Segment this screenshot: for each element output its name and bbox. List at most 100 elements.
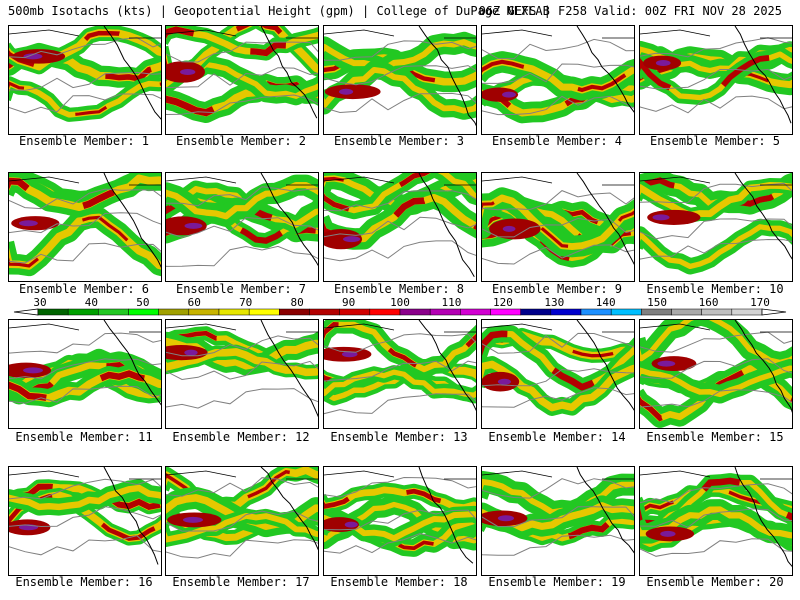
height-contour xyxy=(640,389,792,408)
jet-max-purple xyxy=(343,236,361,243)
border-line xyxy=(166,323,237,331)
jet-max-purple xyxy=(23,53,43,60)
ensemble-member-label: Ensemble Member: 14 xyxy=(488,430,626,444)
height-contour xyxy=(482,332,634,354)
jet-band-green xyxy=(640,218,792,275)
colorbar-swatch xyxy=(550,308,582,316)
ensemble-member-label: Ensemble Member: 5 xyxy=(649,134,781,148)
ensemble-member-label: Ensemble Member: 20 xyxy=(646,575,784,589)
border-line xyxy=(640,470,711,478)
jet-core-red xyxy=(324,173,476,214)
map-canvas xyxy=(640,320,792,428)
jet-core-red xyxy=(166,26,318,57)
coastline xyxy=(260,320,318,418)
border-line xyxy=(9,29,80,37)
colorbar-tick-label: 110 xyxy=(441,296,462,309)
ensemble-member-label: Ensemble Member: 19 xyxy=(488,575,626,589)
ensemble-member-label: Ensemble Member: 12 xyxy=(172,430,310,444)
jet-band-yellow xyxy=(9,484,161,511)
border-line xyxy=(166,29,237,37)
jet-band-yellow xyxy=(324,369,476,398)
colorbar-tick-label: 140 xyxy=(595,296,616,309)
height-contour xyxy=(166,94,318,116)
jet-max-purple xyxy=(341,351,358,358)
border-line xyxy=(166,176,237,184)
jet-core-red xyxy=(640,177,792,207)
height-contour xyxy=(166,67,318,89)
jet-max-purple xyxy=(339,88,354,95)
coastline xyxy=(734,320,792,413)
jet-core-red xyxy=(166,468,318,509)
jet-max-purple xyxy=(184,349,198,356)
coastline xyxy=(418,26,476,127)
height-contour xyxy=(166,216,318,238)
ensemble-member-panel xyxy=(165,25,319,135)
colorbar-tick-label: 60 xyxy=(187,296,201,309)
ensemble-member-panel xyxy=(323,319,477,429)
map-canvas xyxy=(9,26,161,122)
jet-max-purple xyxy=(660,530,676,537)
ensemble-member-panel xyxy=(165,172,319,282)
height-contour xyxy=(166,510,318,532)
height-contour xyxy=(324,393,476,415)
jet-core-red xyxy=(9,81,161,117)
coastline xyxy=(260,173,318,267)
height-contour xyxy=(482,190,634,211)
coastline xyxy=(103,26,161,120)
coastline xyxy=(418,173,475,277)
height-contour xyxy=(324,92,476,114)
ensemble-member-label: Ensemble Member: 3 xyxy=(333,134,465,148)
height-contour xyxy=(166,360,318,381)
colorbar-swatch xyxy=(218,308,250,316)
jet-core-red xyxy=(324,322,476,372)
colorbar-swatch xyxy=(339,308,371,316)
colorbar-swatch xyxy=(158,308,190,316)
map-canvas xyxy=(166,26,318,123)
coastline xyxy=(734,173,792,260)
map-canvas xyxy=(324,467,476,564)
map-canvas xyxy=(166,173,318,267)
colorbar-tick-label: 170 xyxy=(750,296,770,309)
jet-band-yellow xyxy=(640,320,792,366)
border-line xyxy=(9,470,80,478)
colorbar-swatch xyxy=(731,308,763,316)
jet-max-purple xyxy=(655,59,671,66)
border-line xyxy=(9,176,80,184)
height-contour xyxy=(640,95,792,114)
colorbar xyxy=(13,308,787,316)
map-canvas xyxy=(166,467,318,559)
coastline xyxy=(576,26,634,113)
ensemble-member-panel xyxy=(165,319,319,429)
colorbar-tick-label: 130 xyxy=(544,296,565,309)
border-line xyxy=(482,470,553,478)
border-line xyxy=(166,470,237,478)
jet-band-yellow xyxy=(640,365,792,398)
height-contour xyxy=(324,360,476,382)
map-canvas xyxy=(324,173,476,277)
jet-max-purple xyxy=(657,360,676,367)
coastline xyxy=(418,320,476,412)
colorbar-swatch xyxy=(309,308,340,316)
colorbar-swatch xyxy=(671,308,702,316)
height-contour xyxy=(482,506,634,528)
jet-max-purple xyxy=(502,225,516,232)
map-canvas xyxy=(9,320,161,408)
colorbar-swatch xyxy=(37,308,69,316)
jet-band-yellow xyxy=(166,348,318,377)
jet-band-yellow xyxy=(482,360,634,412)
jet-max-red xyxy=(324,517,360,533)
jet-max-purple xyxy=(502,91,516,98)
jet-max-red xyxy=(324,228,363,250)
height-contour xyxy=(482,387,634,408)
height-contour xyxy=(166,539,318,559)
colorbar-tick-label: 40 xyxy=(84,296,99,309)
ensemble-member-panel xyxy=(8,172,162,282)
jet-band-yellow xyxy=(640,224,792,270)
jet-band-yellow xyxy=(640,181,792,219)
colorbar-swatch xyxy=(369,308,401,316)
border-line xyxy=(324,323,395,331)
height-contour xyxy=(166,245,318,267)
map-canvas xyxy=(9,173,161,277)
ensemble-member-panel xyxy=(8,25,162,135)
jet-core-red xyxy=(482,196,634,249)
